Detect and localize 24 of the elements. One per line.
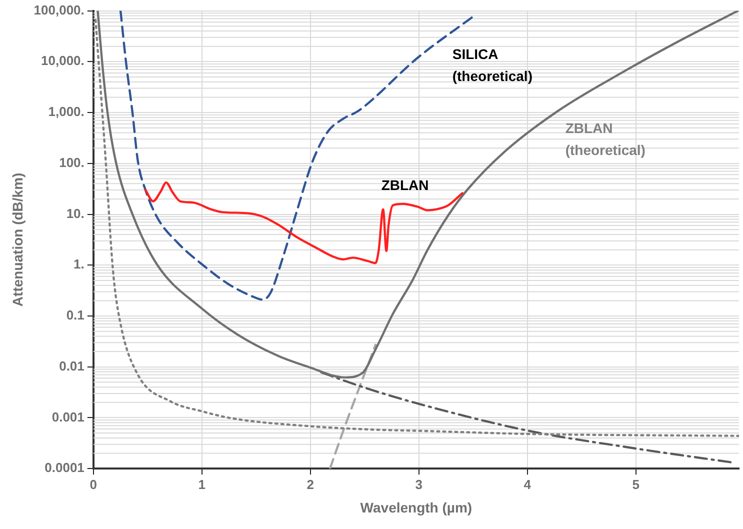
y-tick-label: 0.0001 [44,460,84,476]
x-axis-title: Wavelength (µm) [360,499,472,516]
line-series [96,10,739,379]
y-tick-label: 0.01 [59,358,84,374]
x-tick-label: 2 [306,476,314,492]
y-tick-label: 1. [74,256,84,272]
x-tick-label: 4 [524,476,532,492]
x-tick-label: 3 [415,476,423,492]
y-tick-label: 10,000. [41,53,84,68]
y-tick-label: 0.001 [52,409,84,424]
y-tick-label: 100,000. [34,2,84,18]
y-tick-label: 0.1 [66,308,84,323]
series-label: ZBLAN (theoretical) [565,120,646,158]
series-label: ZBLAN [381,176,429,193]
y-tick-label: 1,000. [48,104,84,120]
x-tick-label: 0 [90,476,98,492]
x-tick-label: 5 [632,476,640,492]
y-axis-title: Attenuation (dB/km) [9,172,26,307]
y-tick-label: 10. [66,206,84,221]
line-series [94,18,739,437]
x-tick-label: 1 [198,476,206,492]
y-tick-label: 100. [59,154,84,170]
series-label: SILICA (theoretical) [452,46,532,84]
line-series [144,181,464,264]
